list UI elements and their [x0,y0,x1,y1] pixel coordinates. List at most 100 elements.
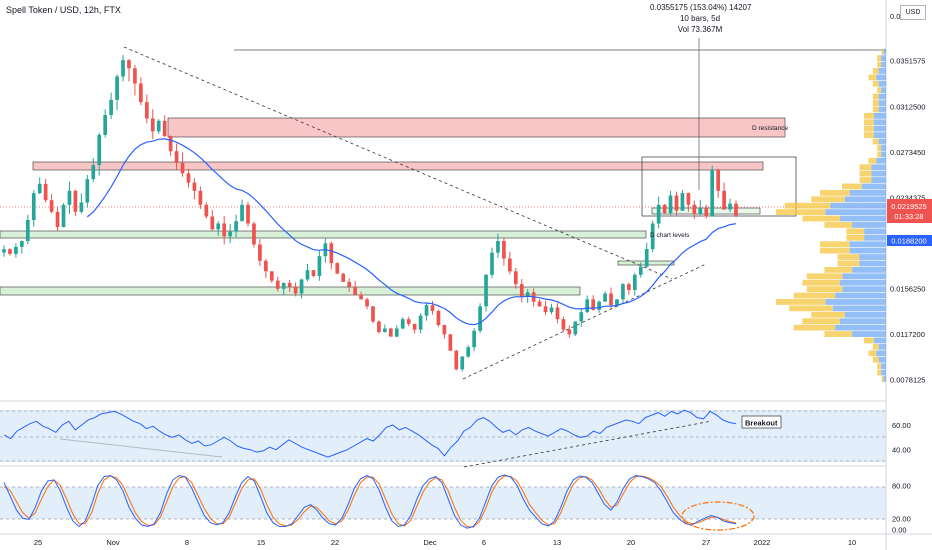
candle-body [85,179,90,203]
candle-body [311,270,316,276]
candle-body [240,204,244,222]
candle-body [609,293,613,306]
volume-profile-up [868,350,877,357]
candle [293,282,298,297]
candle [139,77,143,106]
candle [150,109,155,140]
candle-body [8,249,12,254]
candle-body [436,311,441,325]
volume-profile-up [776,299,826,305]
d-resistance-zone[interactable] [167,117,786,138]
measure-volume: Vol 73.367M [677,25,723,34]
candle [67,181,72,214]
candle [460,356,465,372]
candle-body [329,243,334,264]
candle [668,190,673,216]
candle [508,251,512,275]
candles-group [2,55,738,372]
volume-profile-up [837,254,860,260]
candle-body [73,190,78,212]
candle-body [371,306,375,322]
candle-body [115,76,119,100]
volume-profile-down [878,343,886,350]
volume-profile-down [852,266,886,273]
volume-profile-down [842,273,886,280]
volume-profile-down [861,183,886,190]
candle-body [692,204,697,215]
candle [472,328,476,352]
candle [650,220,655,253]
candle-body [442,325,447,335]
candle-body [20,241,24,247]
stoch-highlight-ellipse[interactable] [681,501,755,531]
resistance-zone-2[interactable] [32,161,764,171]
time-tick-label: 20 [627,538,635,547]
candle-body [55,211,60,227]
candle [14,243,18,258]
candle-body [496,241,500,253]
candle [365,297,369,310]
candle-body [418,315,423,330]
volume-profile-up [806,273,843,280]
rsi-descending-trendline[interactable] [59,438,223,458]
candle [198,186,203,209]
price-tick-label: 0.0078125 [890,376,925,385]
candle-body [14,246,18,254]
candle-body [258,244,262,261]
currency-button[interactable]: USD [900,5,926,20]
candle-body [632,274,637,290]
candle [710,165,715,217]
candle [341,273,346,282]
candle [621,282,625,304]
candle [418,313,423,334]
price-tick-label: 0.0351575 [890,57,925,66]
candle-body [144,102,149,119]
stoch-tick-label: 0.00 [892,525,907,534]
candle-body [37,183,42,194]
candle-body [448,334,453,351]
candle [168,135,173,156]
candle-body [43,183,48,201]
volume-profile-down [871,164,886,171]
candle [359,291,363,300]
consolidation-box[interactable] [641,156,797,217]
candle [734,200,738,218]
candle-body [127,60,131,69]
volume-profile-up [872,343,879,350]
candle-body [347,281,352,287]
volume-profile-down [849,247,886,254]
candle [388,327,393,337]
candle [549,303,554,315]
candle-body [656,204,661,224]
rsi-ascending-trendline[interactable] [463,420,713,468]
candle-body [513,271,518,285]
breakout-label-box [741,415,782,429]
candle-body [549,307,554,313]
candle [406,316,411,326]
candle-body [591,299,596,310]
volume-profile-up [872,106,879,113]
candle [264,258,268,279]
candle [174,143,179,170]
time-tick-label: 2022 [754,538,771,547]
volume-profile-up [824,331,853,337]
volume-profile-up [881,376,884,382]
candle-body [644,249,649,267]
candle-body [686,193,691,205]
candle [258,239,262,267]
ascending-trendline[interactable] [462,263,707,380]
rsi-axis: 60.00 40.00 [892,421,911,455]
candle-body [394,328,399,337]
measure-tooltip: 0.0355175 (153.04%) 14207 10 bars, 5d Vo… [650,2,751,35]
candle [448,333,453,351]
candle [424,303,429,321]
candle-body [621,284,625,300]
candle [180,152,185,177]
d-chart-levels-zone[interactable] [0,230,647,239]
candle-body [49,200,54,212]
candle [377,320,381,334]
candle-body [186,173,191,183]
symbol-title[interactable]: Spell Token / USD, 12h, FTX [6,5,121,15]
volume-profile-down [876,350,886,357]
candle [252,221,256,248]
